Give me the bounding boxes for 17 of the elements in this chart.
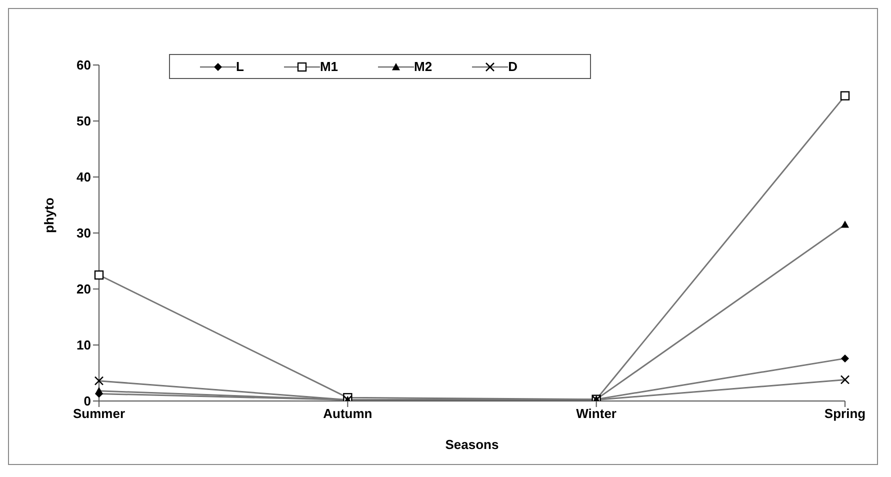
y-tick-label: 0: [84, 394, 91, 409]
legend-label: M1: [320, 59, 338, 74]
x-axis-title: Seasons: [445, 437, 499, 452]
legend-label: L: [236, 59, 244, 74]
y-tick-label: 40: [76, 170, 91, 185]
y-tick-label: 10: [76, 338, 91, 353]
y-tick-label: 60: [76, 58, 91, 73]
legend-label: D: [508, 59, 518, 74]
x-tick-label: Spring: [824, 406, 866, 422]
y-tick-label: 20: [76, 282, 91, 297]
y-axis-title: phyto: [42, 198, 57, 233]
y-tick-label: 50: [76, 114, 91, 129]
x-tick-label: Summer: [72, 406, 126, 422]
legend-label: M2: [414, 59, 432, 74]
x-tick-label: Autumn: [323, 406, 372, 422]
y-tick-label: 30: [76, 226, 91, 241]
x-tick-label: Winter: [576, 406, 616, 422]
